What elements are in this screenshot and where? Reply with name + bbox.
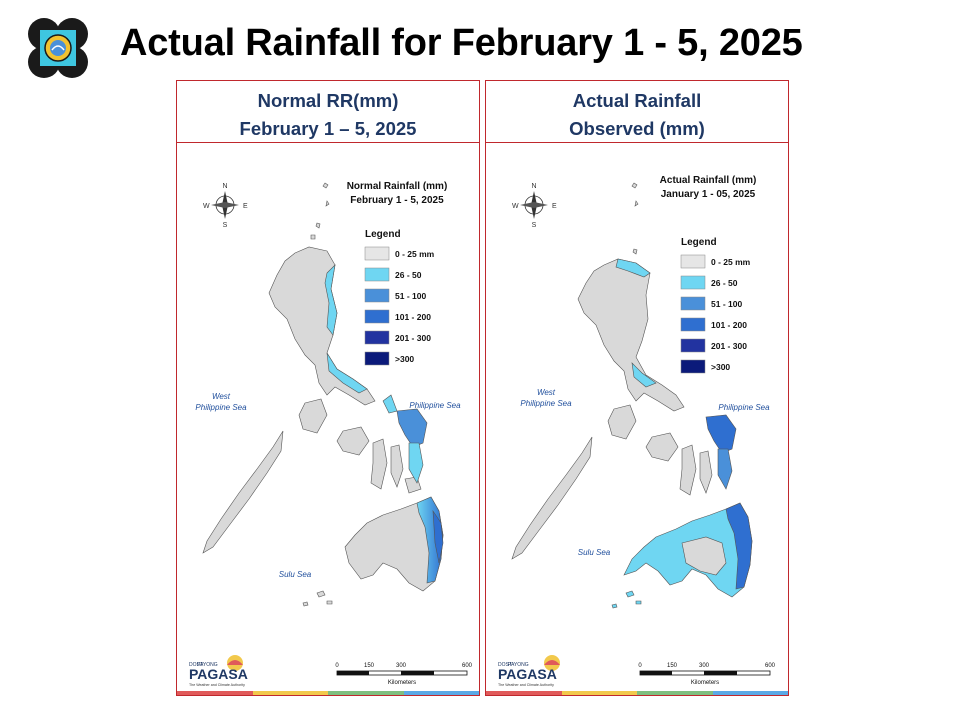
legend-label: 26 - 50 [395,270,422,280]
scale-tick-0: 0 [638,663,642,669]
legend-label: 201 - 300 [711,341,747,351]
legend-swatch [680,254,706,269]
compass-w-label: W [512,203,519,210]
logo-top-text: DOST [498,662,512,668]
logo-brand-text: PAGASA [189,666,248,682]
scale-bar: 0 150 300 600 Kilometers [335,663,472,686]
compass-s-label: S [223,222,228,229]
map-legend: Legend 0 - 25 mm 26 - 50 51 - 100 101 - 200… [364,229,435,366]
legend-label: 51 - 100 [711,299,742,309]
map-title-line2: January 1 - 05, 2025 [661,189,756,200]
logo-small-text: PAYONG [197,662,218,668]
sea-label-west-2: Philippine Sea [195,403,247,412]
agency-logo-icon [28,18,88,78]
sea-label-south: Sulu Sea [578,548,611,557]
legend-swatch [680,275,706,290]
sea-label-west: West [212,392,231,401]
legend-label: 201 - 300 [395,333,431,343]
philippines-landmass [511,182,753,609]
sea-label-south: Sulu Sea [279,570,312,579]
scale-tick-1: 150 [667,663,678,669]
legend-swatch [364,351,390,366]
legend-swatch [364,330,390,345]
compass-n-label: N [222,183,227,190]
actual-rainfall-panel: Actual Rainfall Observed (mm) N S E W Ac… [485,80,789,696]
scale-tick-3: 600 [765,663,776,669]
normal-rainfall-panel: Normal RR(mm) February 1 – 5, 2025 N S E… [176,80,480,696]
legend-label: >300 [711,362,730,372]
sea-label-west: West [537,388,556,397]
legend-label: >300 [395,354,414,364]
legend-swatch [364,309,390,324]
compass-icon: N S E W [512,183,557,229]
compass-e-label: E [243,203,248,210]
scale-tick-2: 300 [396,663,407,669]
sea-label-east: Philippine Sea [409,401,461,410]
legend-label: 51 - 100 [395,291,426,301]
sea-label-west-2: Philippine Sea [520,399,572,408]
actual-rainfall-map: N S E W Actual Rainfall (mm) January 1 -… [498,175,776,687]
legend-label: 26 - 50 [711,278,738,288]
scale-tick-2: 300 [699,663,710,669]
pagasa-logo-icon: DOST PAYONG PAGASA The Weather and Clima… [189,655,248,687]
compass-s-label: S [532,222,537,229]
panel-header-line1: Actual Rainfall [572,90,702,111]
compass-icon: N S E W [203,183,248,229]
legend-swatch [364,267,390,282]
scale-tick-3: 600 [462,663,473,669]
panel-header: Normal RR(mm) February 1 – 5, 2025 [177,81,479,143]
legend-swatch [364,288,390,303]
map-title-line1: Actual Rainfall (mm) [660,175,757,186]
legend-swatch [680,317,706,332]
scale-unit: Kilometers [691,680,719,686]
compass-e-label: E [552,203,557,210]
logo-tagline: The Weather and Climate Authority [498,683,554,687]
map-legend: Legend 0 - 25 mm 26 - 50 51 - 100 101 - 200… [680,237,751,374]
panel-header: Actual Rainfall Observed (mm) [486,81,788,143]
scale-tick-0: 0 [335,663,339,669]
panel-header-line1: Normal RR(mm) [257,90,399,111]
compass-n-label: N [531,183,536,190]
sea-label-east: Philippine Sea [718,403,770,412]
scale-bar: 0 150 300 600 Kilometers [638,663,775,686]
legend-title: Legend [365,229,401,240]
logo-top-text: DOST [189,662,203,668]
map-title-line1: Normal Rainfall (mm) [347,181,448,192]
legend-swatch [680,359,706,374]
compass-w-label: W [203,203,210,210]
legend-swatch [680,296,706,311]
color-strip [177,691,479,695]
legend-label: 101 - 200 [711,320,747,330]
legend-swatch [680,338,706,353]
panel-header-line2: February 1 – 5, 2025 [239,118,417,139]
pagasa-logo-icon: DOST PAYONG PAGASA The Weather and Clima… [498,655,560,687]
philippines-landmass [202,182,444,607]
logo-brand-text: PAGASA [498,666,557,682]
scale-tick-1: 150 [364,663,375,669]
scale-unit: Kilometers [388,680,416,686]
normal-rainfall-map: N S E W Normal Rainfall (mm) February 1 … [189,181,473,687]
color-strip [486,691,788,695]
legend-label: 0 - 25 mm [711,257,751,267]
legend-label: 0 - 25 mm [395,249,435,259]
legend-label: 101 - 200 [395,312,431,322]
logo-tagline: The Weather and Climate Authority [189,683,245,687]
slide-title: Actual Rainfall for February 1 - 5, 2025 [120,22,803,64]
panel-header-line2: Observed (mm) [569,118,705,139]
legend-title: Legend [681,237,717,248]
map-title-line2: February 1 - 5, 2025 [350,195,444,206]
legend-swatch [364,246,390,261]
logo-small-text: PAYONG [508,662,529,668]
